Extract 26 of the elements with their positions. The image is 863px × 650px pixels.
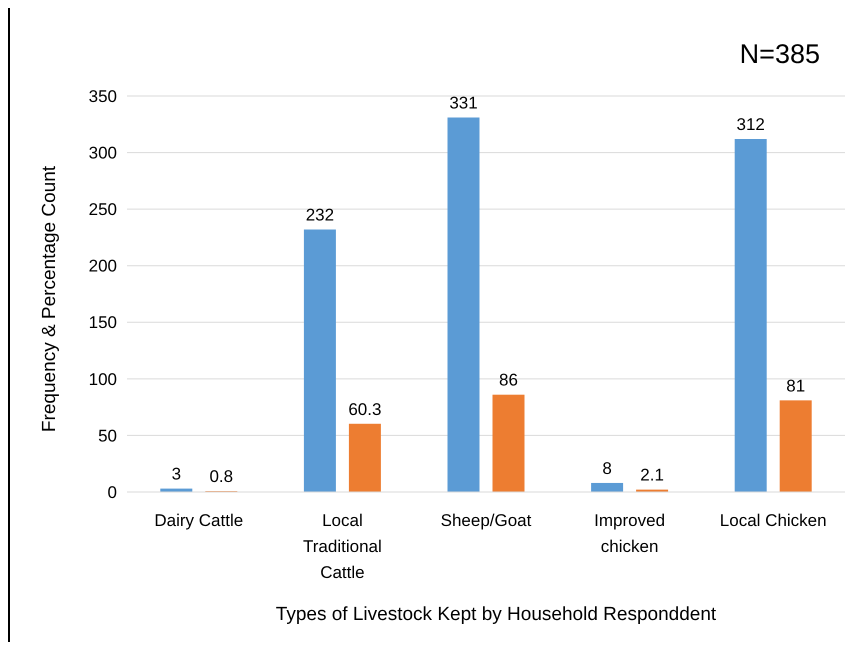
data-label: 86 (499, 370, 518, 390)
text: N=385 (740, 39, 820, 69)
data-label: 312 (736, 114, 765, 134)
y-tick-label: 200 (88, 256, 117, 276)
data-label: 2.1 (640, 466, 664, 485)
x-tick-label: Improved chicken (594, 511, 666, 556)
y-tick-label: 50 (98, 426, 117, 446)
y-tick-label: 100 (88, 370, 117, 389)
data-label: 3 (172, 464, 182, 484)
x-tick-label: Local Traditional Cattle (303, 511, 382, 582)
data-label: 81 (786, 376, 806, 396)
data-label: 60.3 (348, 400, 382, 419)
data-label: 0.8 (209, 467, 234, 486)
x-tick-label: Dairy Cattle (154, 511, 244, 530)
x-tick-label: Sheep/Goat (440, 511, 532, 530)
data-label: 8 (602, 458, 612, 478)
y-tick-label: 150 (88, 313, 117, 332)
x-axis-title: Types of Livestock Kept by Household Responddent (276, 604, 717, 625)
y-axis-title: Frequency & Percentage Count (39, 165, 60, 432)
y-tick-label: 0 (108, 482, 117, 502)
y-tick-label: 250 (88, 200, 117, 220)
y-tick-label: 300 (88, 144, 117, 163)
y-tick-label: 350 (88, 86, 117, 106)
data-label: 232 (306, 206, 334, 225)
data-label: 331 (449, 93, 478, 112)
x-tick-label: Local Chicken (720, 511, 827, 530)
